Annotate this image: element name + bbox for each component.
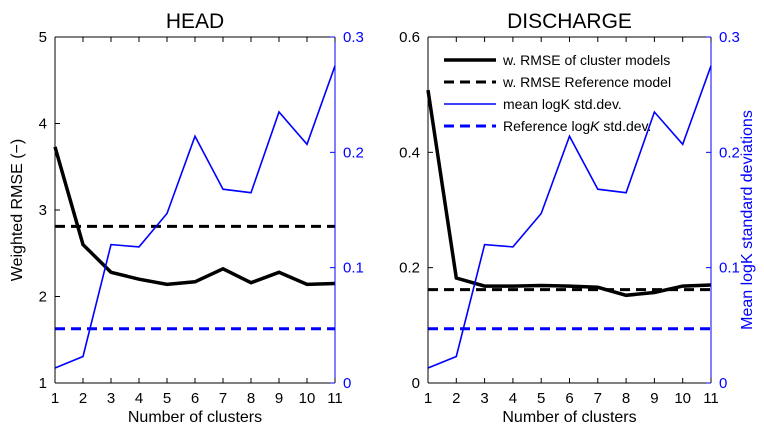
y2-tick-label: 0.1 — [343, 260, 364, 277]
y2-tick-label: 0 — [343, 375, 351, 392]
x-tick-label: 8 — [247, 390, 255, 407]
y-tick-label: 0 — [412, 375, 420, 392]
x-tick-label: 7 — [219, 390, 227, 407]
legend-label-part: std.dev. — [600, 118, 652, 134]
y-tick-label: 1 — [39, 375, 47, 392]
series-line-1 — [53, 146, 336, 287]
x-tick-label: 11 — [327, 390, 343, 407]
x-tick-label: 1 — [51, 390, 59, 407]
legend-label-part: Reference log — [503, 118, 590, 134]
x-tick-label: 11 — [703, 390, 719, 407]
x-tick-label: 9 — [275, 390, 283, 407]
y-tick-label: 0.2 — [399, 260, 420, 277]
x-tick-label: 2 — [452, 390, 460, 407]
y-axis-label: Weighted RMSE (−) — [9, 139, 26, 281]
x-tick-label: 6 — [565, 390, 573, 407]
x-tick-label: 1 — [424, 390, 432, 407]
x-tick-label: 8 — [622, 390, 630, 407]
x-tick-label: 6 — [191, 390, 199, 407]
y2-tick-label: 0 — [719, 375, 727, 392]
x-axis-label: Number of clusters — [128, 409, 262, 426]
y2-tick-label: 0.3 — [719, 29, 740, 46]
legend-label-part: K — [590, 118, 600, 134]
x-tick-label: 3 — [107, 390, 115, 407]
y2-tick-label: 0.1 — [719, 260, 740, 277]
x-tick-label: 3 — [480, 390, 488, 407]
x-tick-label: 9 — [650, 390, 658, 407]
x-tick-label: 10 — [674, 390, 691, 407]
y-tick-label: 2 — [39, 289, 47, 306]
y-tick-label: 5 — [39, 29, 47, 46]
legend-label-3: mean logK std.dev. — [503, 96, 622, 112]
y-tick-label: 0.4 — [399, 144, 420, 161]
x-tick-label: 2 — [79, 390, 87, 407]
y-tick-label: 4 — [39, 116, 47, 133]
y2-tick-label: 0.2 — [343, 144, 364, 161]
x-tick-label: 4 — [135, 390, 143, 407]
legend-label-2: w. RMSE Reference model — [502, 74, 671, 90]
y2-tick-label: 0.3 — [343, 29, 364, 46]
y2-tick-label: 0.2 — [719, 144, 740, 161]
chart-title: HEAD — [166, 10, 224, 33]
legend-label-4: Reference logK std.dev. — [503, 118, 651, 134]
y-tick-label: 0.6 — [399, 29, 420, 46]
x-tick-label: 4 — [509, 390, 517, 407]
x-tick-label: 10 — [299, 390, 316, 407]
y-tick-label: 3 — [39, 202, 47, 219]
x-tick-label: 5 — [163, 390, 171, 407]
x-axis-label: Number of clusters — [502, 409, 636, 426]
x-tick-label: 5 — [537, 390, 545, 407]
x-tick-label: 7 — [594, 390, 602, 407]
legend: w. RMSE of cluster models w. RMSE Referen… — [444, 52, 671, 134]
series-line-3 — [54, 65, 336, 369]
y2-axis-label: Mean logK standard deviations — [739, 110, 756, 330]
legend-label-1: w. RMSE of cluster models — [502, 52, 670, 68]
chart-title: DISCHARGE — [507, 10, 632, 33]
series-line-3 — [427, 65, 712, 369]
